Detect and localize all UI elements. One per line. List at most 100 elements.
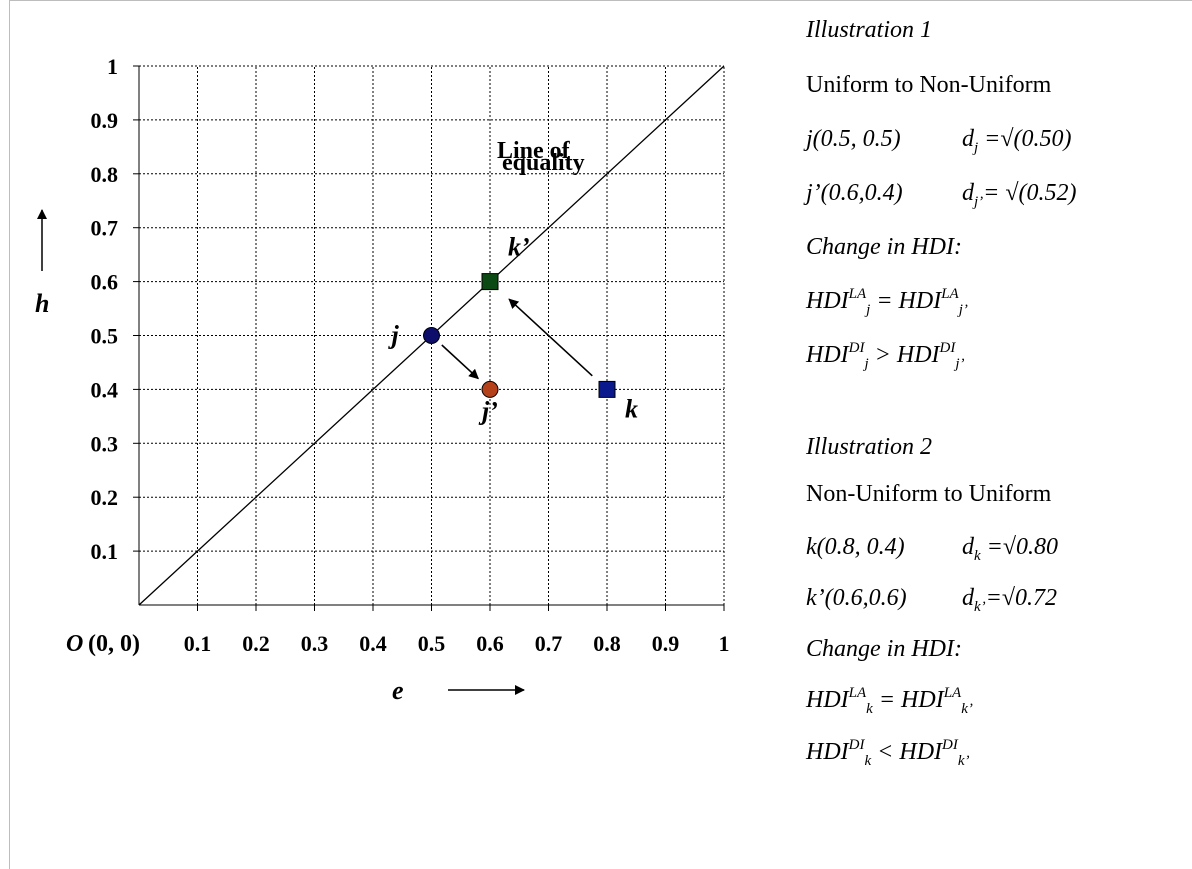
point-k-coords: k(0.8, 0.4): [806, 534, 905, 560]
distance-value: =√0.80: [980, 534, 1059, 560]
origin-o-label: O: [66, 631, 83, 657]
hdi-subscript: k: [866, 701, 873, 717]
x-tick-label: 0.5: [418, 631, 446, 656]
y-tick-label: 0.4: [91, 377, 119, 402]
hdi-symbol: HDI: [806, 687, 849, 713]
scatter-chart: Line of equality 0.1 0.2 0.3 0.4 0.5 0.6 0.7 0.…: [35, 54, 730, 705]
hdi-superscript: DI: [848, 737, 865, 753]
hdi-subscript: j’: [958, 302, 968, 318]
y-tick-marks: [133, 65, 139, 552]
hdi-subscript: j’: [955, 356, 965, 372]
y-tick-label: 0.8: [91, 162, 119, 187]
point-marker-circle: [481, 380, 499, 398]
point-label: j’: [478, 396, 498, 425]
relation-operator: =: [872, 687, 902, 713]
x-tick-label: 1: [719, 631, 730, 656]
distance-dj: dj =√(0.50): [962, 125, 1072, 156]
hdi-symbol: HDI: [896, 342, 940, 368]
distance-subscript: k: [974, 548, 981, 564]
relation-operator: =: [870, 288, 899, 314]
distance-dk: dk =√0.80: [962, 533, 1058, 564]
hdi-subscript: j: [864, 356, 869, 372]
y-axis-title: h: [35, 289, 49, 318]
x-tick-label: 0.4: [359, 631, 387, 656]
point-labels: j j’ k k’: [388, 233, 639, 426]
x-tick-label: 0.2: [242, 631, 270, 656]
hdi-symbol: HDI: [806, 288, 849, 314]
distance-symbol: d: [962, 126, 974, 152]
y-tick-label: 0.2: [91, 485, 119, 510]
y-tick-label: 0.6: [91, 270, 119, 295]
origin-coords-label: (0, 0): [88, 631, 140, 657]
x-tick-label: 0.3: [301, 631, 329, 656]
illustration2-change-label: Change in HDI:: [806, 636, 962, 662]
point-label: k: [625, 394, 638, 423]
x-axis-title: e: [392, 676, 404, 705]
point-j-prime-coords: j’(0.6,0.4): [806, 180, 903, 206]
movement-arrows: [441, 298, 593, 380]
hdi-superscript: LA: [848, 685, 867, 701]
y-tick-label: 0.5: [91, 324, 119, 349]
distance-dk-prime: dk’=√0.72: [962, 584, 1057, 615]
distance-subscript: j: [974, 140, 979, 156]
illustration1-title: Illustration 1: [806, 17, 933, 43]
distance-subscript: k’: [974, 599, 986, 615]
hdi-symbol: HDI: [806, 739, 849, 765]
illustration2-equation1: HDILAk = HDILAk’: [806, 685, 973, 717]
point-j-coords: j(0.5, 0.5): [806, 126, 901, 152]
hdi-subscript: k’: [957, 753, 970, 769]
illustration2-point2: k’(0.6,0.6) dk’=√0.72: [806, 584, 1057, 615]
hdi-superscript: LA: [943, 685, 962, 701]
relation-operator: <: [871, 739, 900, 765]
movement-arrow: [508, 298, 593, 377]
hdi-superscript: LA: [941, 286, 959, 302]
x-tick-labels: 0.1 0.2 0.3 0.4 0.5 0.6 0.7 0.8 0.9 1: [184, 631, 730, 656]
illustration2-point1: k(0.8, 0.4) dk =√0.80: [806, 533, 1058, 564]
y-tick-labels: 0.1 0.2 0.3 0.4 0.5 0.6 0.7 0.8 0.9 1: [91, 54, 119, 564]
hdi-superscript: DI: [939, 340, 956, 356]
distance-subscript: j’: [974, 194, 984, 210]
illustration1-point2: j’(0.6,0.4) dj’= √(0.52): [806, 179, 1077, 210]
x-tick-label: 0.1: [184, 631, 212, 656]
y-tick-label: 0.3: [91, 431, 119, 456]
relation-operator: >: [868, 342, 897, 368]
y-tick-label: 0.7: [91, 216, 119, 241]
figure-frame: [9, 0, 1192, 869]
x-tick-label: 0.9: [652, 631, 680, 656]
distance-symbol: d: [962, 180, 974, 206]
equality-label-line2: equality: [502, 150, 585, 176]
hdi-subscript: k’: [961, 701, 973, 717]
y-tick-label: 0.1: [91, 539, 119, 564]
point-marker-square: [481, 273, 499, 291]
distance-symbol: d: [962, 534, 974, 560]
data-points: [423, 273, 616, 398]
hdi-superscript: LA: [848, 286, 867, 302]
hdi-subscript: j: [866, 302, 871, 318]
illustration1-point1: j(0.5, 0.5) dj =√(0.50): [806, 125, 1072, 156]
y-tick-label: 0.9: [91, 108, 119, 133]
distance-value: =√0.72: [985, 585, 1058, 611]
distance-value: =√(0.50): [978, 126, 1072, 152]
illustration2-equation2: HDIDIk < HDIDIk’: [806, 737, 970, 769]
point-marker-square: [598, 380, 616, 398]
illustration1-equation1: HDILAj = HDILAj’: [806, 286, 968, 318]
point-marker-circle: [423, 327, 440, 344]
point-k-prime-coords: k’(0.6,0.6): [806, 585, 907, 611]
hdi-symbol: HDI: [806, 342, 849, 368]
hdi-superscript: DI: [942, 737, 958, 753]
point-label: k’: [508, 233, 530, 262]
x-tick-label: 0.6: [476, 631, 504, 656]
movement-arrow: [441, 344, 479, 380]
hdi-symbol: HDI: [898, 288, 942, 314]
hdi-subscript: k: [864, 753, 872, 769]
distance-value: = √(0.52): [983, 180, 1077, 206]
point-label: j: [388, 321, 400, 350]
illustration2-title: Illustration 2: [806, 434, 933, 460]
distance-symbol: d: [962, 585, 974, 611]
equality-label-line1: Line of: [497, 138, 571, 164]
distance-dj-prime: dj’= √(0.52): [962, 179, 1077, 210]
hdi-symbol: HDI: [901, 687, 944, 713]
y-tick-label: 1: [107, 54, 118, 79]
hdi-symbol: HDI: [899, 739, 943, 765]
hdi-superscript: DI: [848, 340, 865, 356]
